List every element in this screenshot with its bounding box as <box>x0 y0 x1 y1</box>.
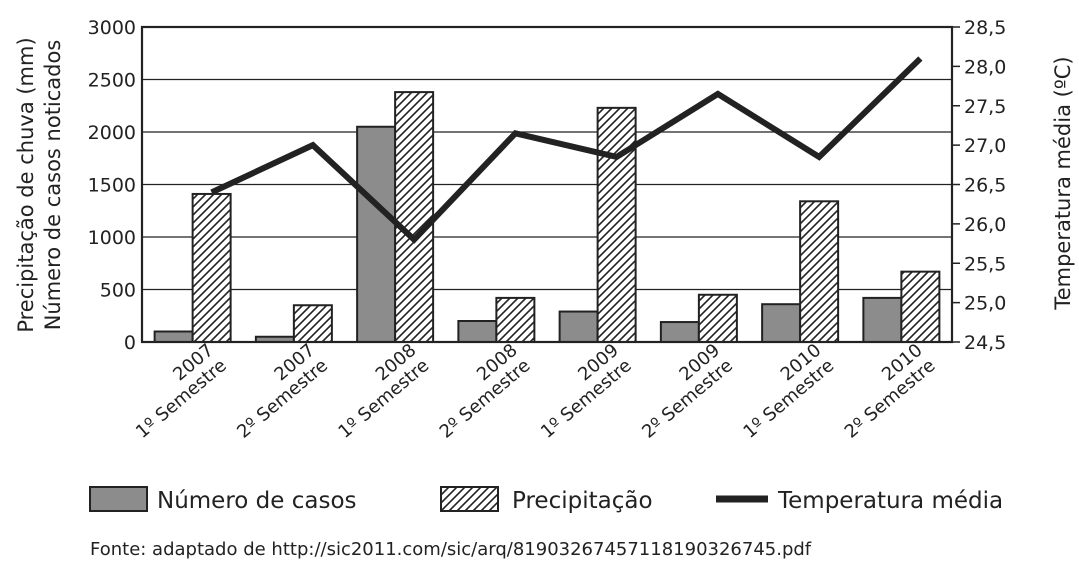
right-tick-label: 24,5 <box>964 332 1006 354</box>
left-tick-label: 2000 <box>88 122 136 144</box>
legend-swatch-precipitation <box>440 486 499 512</box>
bar-precipitation-6 <box>799 200 840 343</box>
right-axis-title: Temperatura média (ºC) <box>1051 56 1075 310</box>
source-note: Fonte: adaptado de http://sic2011.com/si… <box>90 539 812 560</box>
right-tick-label: 25,0 <box>964 293 1006 315</box>
right-tick-label: 27,5 <box>964 96 1006 118</box>
bar-precipitation-7 <box>900 270 941 343</box>
bar-cases-4 <box>558 310 599 343</box>
bar-precipitation-0 <box>191 192 232 343</box>
bar-precipitation-5 <box>697 293 738 343</box>
line-temperature <box>210 56 923 244</box>
bar-precipitation-3 <box>495 296 536 343</box>
bar-cases-0 <box>153 330 194 343</box>
legend-label-precipitation: Precipitação <box>512 488 653 514</box>
bar-cases-6 <box>761 303 802 344</box>
left-tick-label: 500 <box>100 280 136 302</box>
right-tick-label: 28,0 <box>964 56 1006 78</box>
left-axis-ticks: 0 500 1000 1500 2000 2500 3000 <box>88 17 136 354</box>
legend-swatch-cases <box>89 486 148 512</box>
left-axis-title-line-2: Número de casos noticados <box>41 40 65 331</box>
bar-cases-2 <box>356 125 397 343</box>
legend: Número de casos Precipitação Temperatura… <box>89 486 1003 514</box>
bar-precipitation-4 <box>596 106 637 343</box>
right-tick-label: 26,5 <box>964 175 1006 197</box>
right-tick-label: 28,5 <box>964 17 1006 39</box>
left-tick-label: 3000 <box>88 17 136 39</box>
bar-precipitation-1 <box>292 304 333 343</box>
left-tick-label: 1000 <box>88 227 136 249</box>
right-tick-label: 25,5 <box>964 253 1006 275</box>
left-axis-title-line-1: Precipitação de chuva (mm) <box>14 37 38 332</box>
left-tick-label: 1500 <box>88 175 136 197</box>
bar-cases-5 <box>659 321 700 343</box>
bars <box>153 91 941 344</box>
temperature-line <box>210 56 923 244</box>
bar-cases-7 <box>862 296 903 343</box>
bar-precipitation-2 <box>394 91 435 343</box>
left-tick-label: 2500 <box>88 70 136 92</box>
legend-label-cases: Número de casos <box>157 488 357 514</box>
right-tick-label: 26,0 <box>964 214 1006 236</box>
legend-label-temperature: Temperatura média <box>777 488 1003 514</box>
right-axis-ticks: 24,5 25,0 25,5 26,0 26,5 27,0 27,5 28,0 28,5 <box>952 17 1006 354</box>
left-tick-label: 0 <box>124 332 136 354</box>
bar-cases-3 <box>457 320 498 343</box>
right-tick-label: 27,0 <box>964 135 1006 157</box>
